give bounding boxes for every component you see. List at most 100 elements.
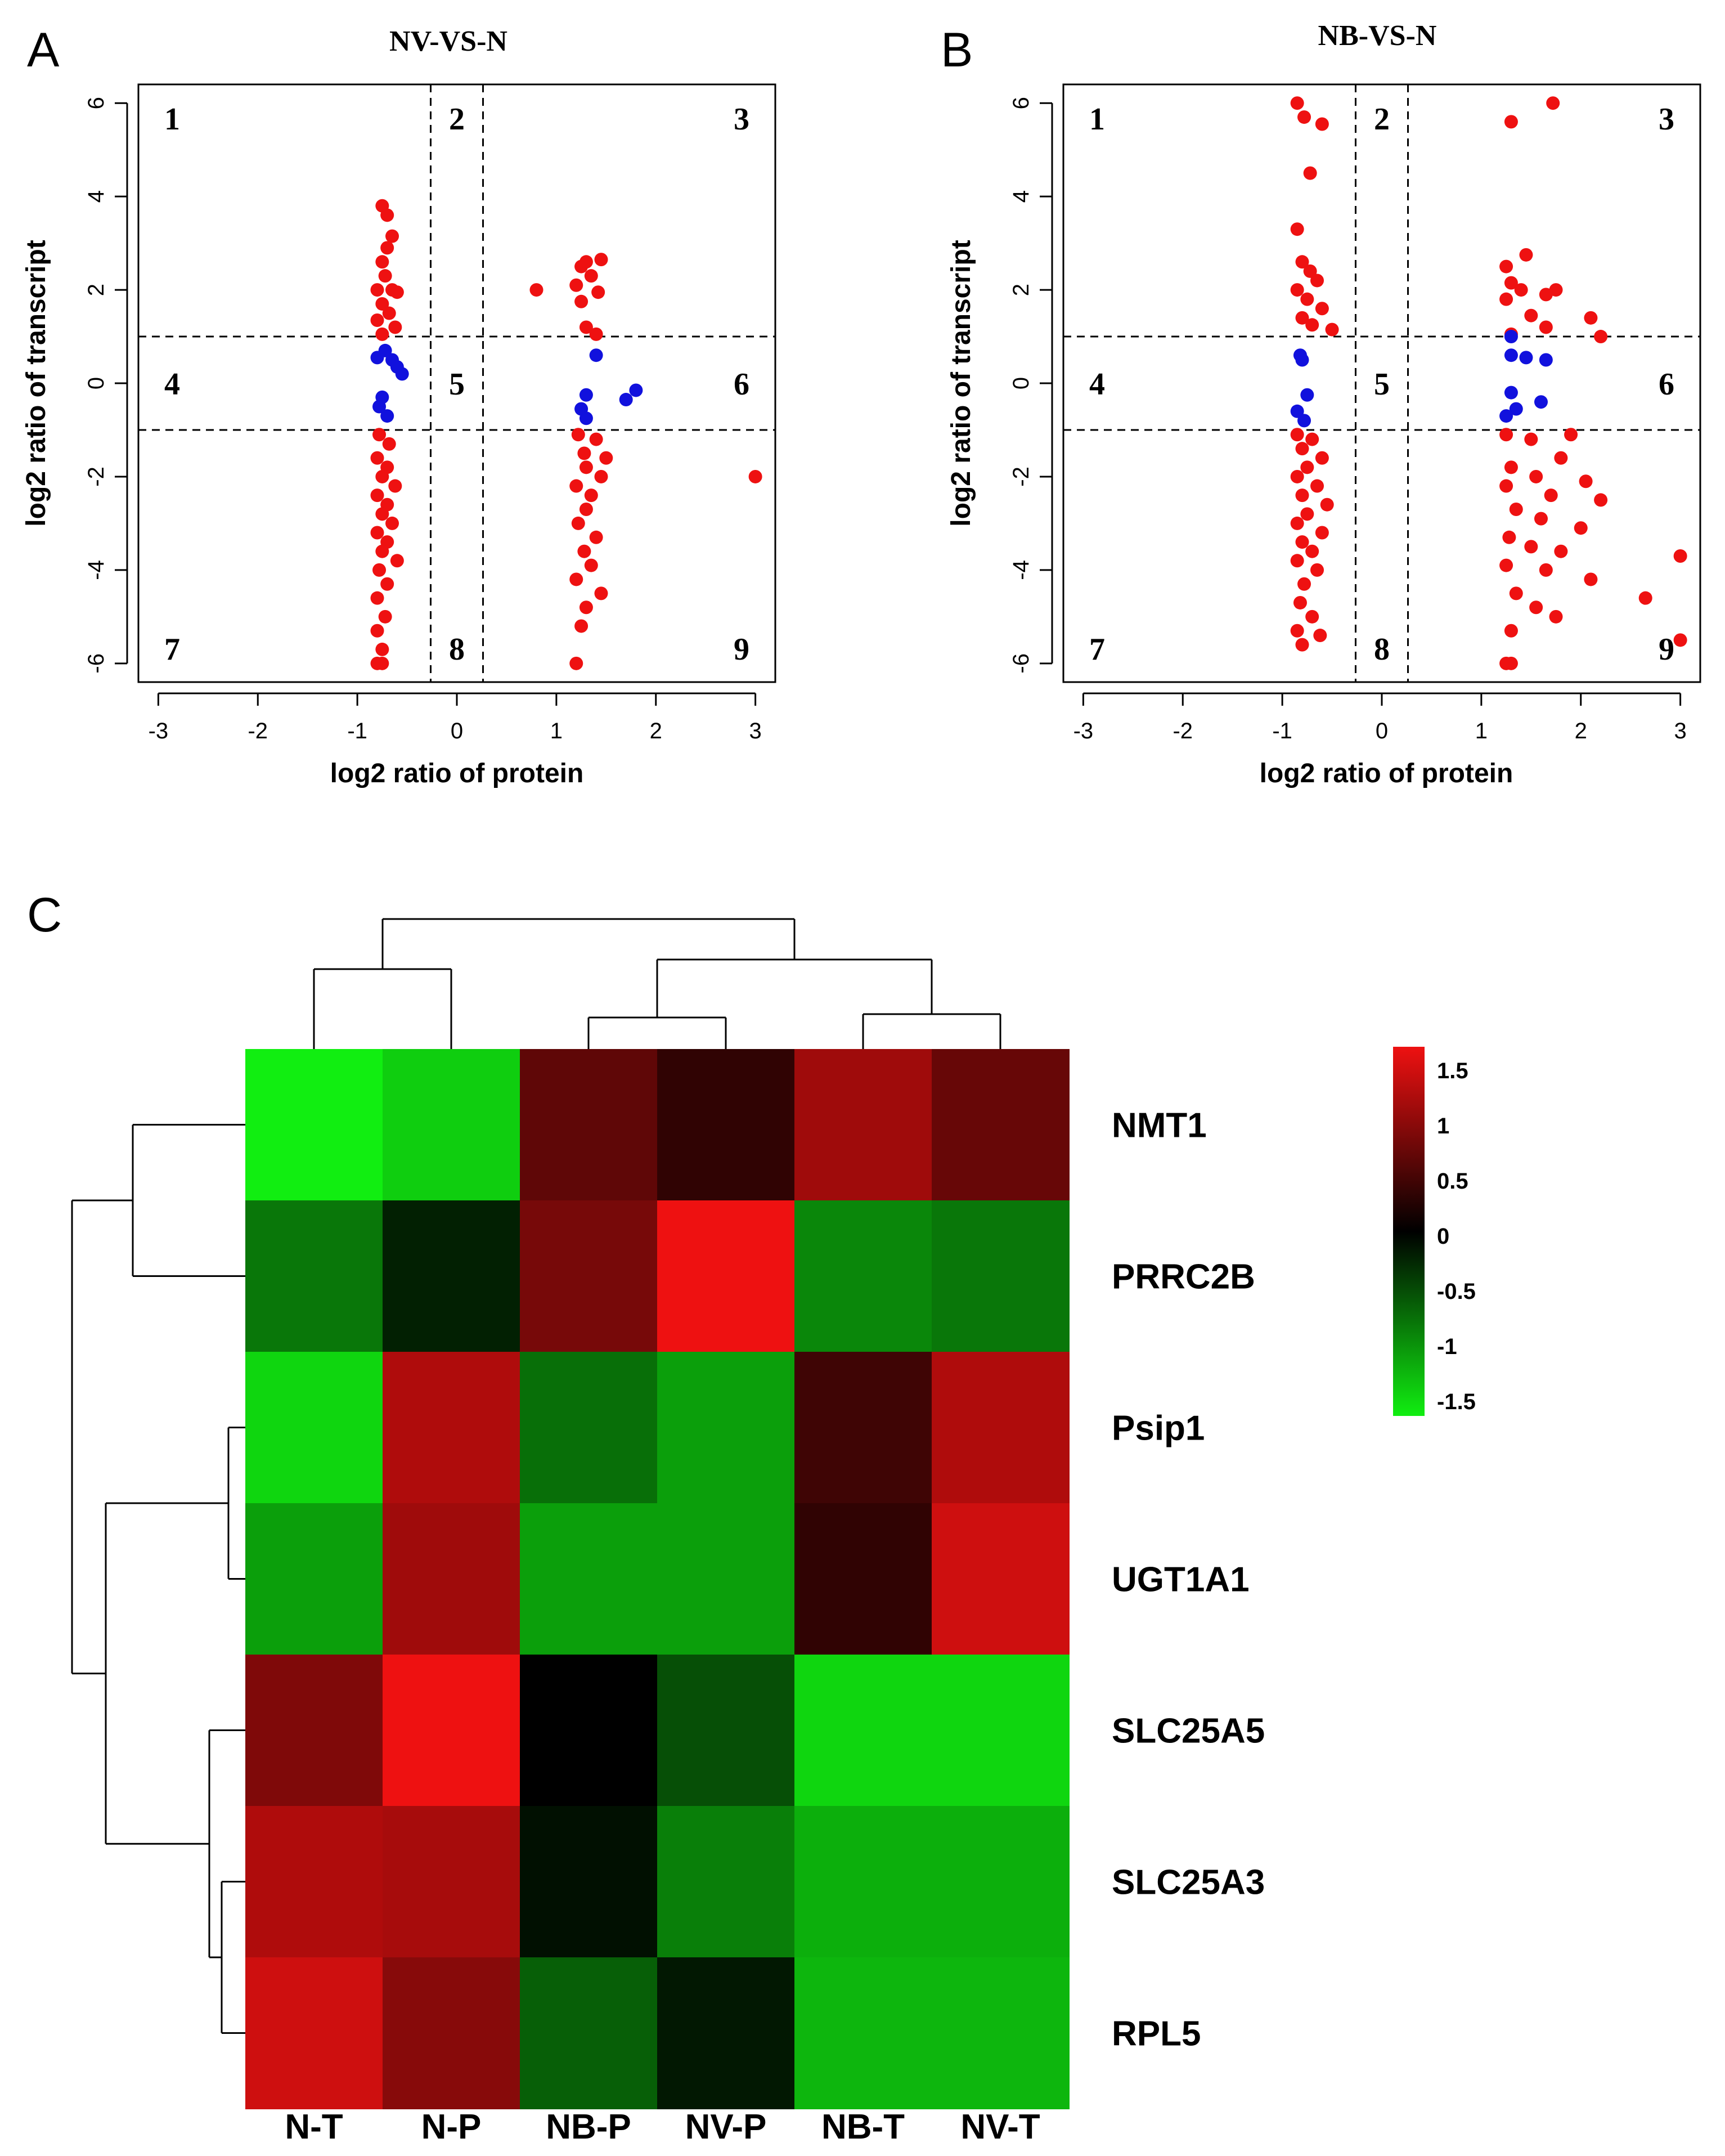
- panel-b-x-tick-label: 3: [1674, 719, 1687, 743]
- panel-a-quadrant-label: 8: [449, 632, 465, 667]
- panel-a-point-significant: [390, 285, 404, 299]
- panel-a-y-axis-label: log2 ratio of transcript: [21, 240, 51, 526]
- panel-b-quadrant-label: 7: [1089, 632, 1105, 667]
- heatmap-cell: [932, 1200, 1070, 1352]
- panel-a-point-significant: [594, 586, 608, 600]
- panel-b-quadrant-label: 1: [1089, 102, 1105, 137]
- panel-a-x-axis-label: log2 ratio of protein: [330, 759, 584, 788]
- panel-b-point-significant: [1638, 591, 1652, 605]
- heatmap-cell: [383, 1352, 520, 1504]
- panel-a-y-tick-label: 0: [84, 377, 109, 389]
- panel-b-point-significant: [1290, 516, 1304, 530]
- heatmap-cell: [383, 1806, 520, 1958]
- panel-b-point-significant: [1524, 308, 1538, 322]
- panel-a-point-significant: [382, 306, 396, 320]
- panel-b-point-significant: [1313, 629, 1327, 643]
- heatmap-cell: [657, 1352, 795, 1504]
- panel-a-point-significant: [579, 320, 593, 334]
- panel-a-point-significant: [579, 460, 593, 474]
- heatmap-cell: [520, 1503, 658, 1655]
- panel-b-point-significant: [1315, 117, 1329, 131]
- panel-a-point-non-significant: [395, 367, 409, 381]
- panel-b-point-significant: [1303, 264, 1317, 278]
- panel-a-point-significant: [375, 656, 389, 670]
- panel-a-point-significant: [380, 208, 394, 222]
- panel-a-x-tick-label: -1: [347, 719, 367, 743]
- scatter-panel-a: A NV-VS-N -3 -2 -1 0 1 2 3 -6 -4 -2 0 2 4 6 1 2 3 4 5 6 7 8 9…: [21, 23, 776, 788]
- panel-a-y-tick-label: 4: [84, 190, 109, 203]
- panel-b-point-non-significant: [1504, 348, 1518, 362]
- panel-b-x-tick-label: -3: [1073, 719, 1094, 743]
- panel-a-point-significant: [375, 642, 389, 656]
- panel-b-y-tick-label: -4: [1009, 560, 1034, 580]
- panel-b-y-tick-label: -2: [1009, 467, 1034, 487]
- panel-a-point-significant: [589, 327, 603, 341]
- panel-b-point-significant: [1673, 549, 1687, 563]
- panel-a-point-non-significant: [370, 351, 384, 365]
- heatmap-cell: [520, 1352, 658, 1504]
- heatmap-row-label: UGT1A1: [1112, 1561, 1250, 1599]
- panel-b-point-significant: [1594, 330, 1608, 344]
- panel-a-point-significant: [571, 516, 585, 530]
- panel-b-point-significant: [1320, 497, 1334, 512]
- heatmap-column-label: N-T: [285, 2108, 343, 2146]
- panel-b-quadrant-label: 9: [1659, 632, 1674, 667]
- panel-a-point-significant: [388, 479, 402, 493]
- panel-b-point-non-significant: [1499, 409, 1513, 423]
- panel-b-point-significant: [1297, 577, 1311, 591]
- heatmap-cell: [520, 1655, 658, 1807]
- panel-a-point-non-significant: [619, 393, 633, 407]
- heatmap-cell: [657, 1655, 795, 1807]
- panel-b-point-significant: [1300, 507, 1314, 521]
- heatmap-row-label: SLC25A3: [1112, 1863, 1265, 1902]
- panel-a-point-significant: [378, 609, 392, 624]
- panel-b-point-significant: [1315, 302, 1329, 316]
- panel-a-point-significant: [579, 600, 593, 615]
- panel-b-x-axis-label: log2 ratio of protein: [1260, 759, 1513, 788]
- panel-a-point-significant: [375, 255, 389, 269]
- heatmap-row-label: NMT1: [1112, 1106, 1207, 1145]
- panel-b-point-significant: [1554, 544, 1568, 558]
- panel-a-point-significant: [375, 297, 389, 311]
- heatmap-cell: [794, 1049, 932, 1201]
- panel-b-quadrant-label: 3: [1659, 102, 1674, 137]
- panel-a-point-significant: [584, 269, 598, 283]
- panel-b-x-tick-label: -1: [1272, 719, 1292, 743]
- panel-a-point-significant: [372, 428, 387, 442]
- panel-b-point-significant: [1300, 292, 1314, 306]
- heatmap-cell: [520, 1806, 658, 1958]
- panel-b-point-significant: [1290, 554, 1304, 568]
- panel-a-y-tick-label: 6: [84, 97, 109, 109]
- panel-a-point-significant: [388, 320, 402, 334]
- heatmap-column-label: N-P: [421, 2108, 482, 2146]
- panel-b-point-significant: [1579, 474, 1593, 488]
- panel-b-point-significant: [1539, 563, 1553, 577]
- heatmap-cell: [245, 1957, 383, 2109]
- panel-b-point-significant: [1554, 451, 1568, 465]
- panel-b-point-significant: [1325, 322, 1339, 337]
- panel-b-plot-frame: [1062, 83, 1701, 683]
- panel-b-point-non-significant: [1534, 395, 1548, 409]
- panel-a-point-significant: [385, 229, 399, 243]
- panel-a-y-tick-label: -2: [84, 467, 109, 487]
- panel-b-point-significant: [1290, 428, 1304, 442]
- color-scale-tick-label: -1: [1437, 1334, 1457, 1359]
- heatmap-cell: [383, 1200, 520, 1352]
- heatmap-cell: [794, 1200, 932, 1352]
- panel-b-point-non-significant: [1539, 353, 1553, 367]
- panel-a-point-significant: [370, 591, 384, 605]
- heatmap-cell: [383, 1655, 520, 1807]
- color-scale-tick-label: 0.5: [1437, 1169, 1468, 1194]
- panel-a-point-significant: [569, 479, 583, 493]
- panel-b-point-non-significant: [1297, 414, 1311, 428]
- panel-b-y-axis-label: log2 ratio of transcript: [946, 240, 976, 526]
- panel-b-point-significant: [1499, 558, 1513, 572]
- panel-a-point-significant: [378, 269, 392, 283]
- panel-b-point-non-significant: [1300, 388, 1314, 402]
- panel-b-point-significant: [1504, 460, 1518, 474]
- panel-a-point-significant: [591, 285, 605, 299]
- heatmap-cell: [657, 1049, 795, 1201]
- panel-a-point-significant: [584, 488, 598, 503]
- panel-a-point-significant: [579, 503, 593, 517]
- panel-a-point-significant: [375, 327, 389, 341]
